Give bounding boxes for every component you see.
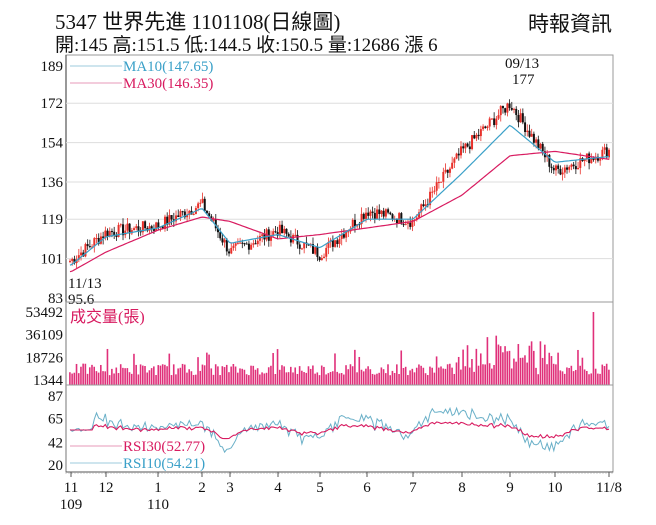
svg-text:65: 65 xyxy=(48,412,63,428)
svg-text:11: 11 xyxy=(64,480,78,496)
rsi10-line xyxy=(69,406,610,454)
source-label: 時報資訊 xyxy=(528,12,612,36)
svg-text:154: 154 xyxy=(41,136,64,152)
svg-text:110: 110 xyxy=(147,497,169,513)
svg-text:53492: 53492 xyxy=(26,305,64,321)
ma10-line xyxy=(69,124,610,266)
svg-text:12: 12 xyxy=(99,480,114,496)
svg-text:42: 42 xyxy=(48,435,63,451)
volume-panel: 53492 36109 18726 1344 成交量(張) xyxy=(26,301,614,389)
svg-text:18726: 18726 xyxy=(26,350,64,366)
volume-axis: 53492 36109 18726 1344 xyxy=(26,305,64,389)
high-value-annotation: 177 xyxy=(512,72,535,88)
rsi-panel: 87 65 42 20 RSI30(52.77) RSI10(54.21) xyxy=(48,384,614,474)
ma10-legend: MA10(147.65) xyxy=(123,59,213,75)
rsi30-line xyxy=(70,421,610,440)
svg-text:189: 189 xyxy=(41,59,64,75)
svg-text:4: 4 xyxy=(274,480,282,496)
svg-text:7: 7 xyxy=(409,480,417,496)
low-date-annotation: 11/13 xyxy=(68,276,102,292)
quote-summary: 開:145 高:151.5 低:144.5 收:150.5 量:12686 漲 … xyxy=(55,35,438,56)
svg-text:11/8: 11/8 xyxy=(596,480,622,496)
candlesticks xyxy=(69,99,610,269)
svg-text:172: 172 xyxy=(41,96,64,112)
volume-bars xyxy=(69,312,610,385)
price-axis: 189 172 154 136 119 101 83 xyxy=(41,59,64,307)
rsi10-legend: RSI10(54.21) xyxy=(123,456,205,472)
svg-text:119: 119 xyxy=(41,212,63,228)
svg-text:109: 109 xyxy=(60,497,83,513)
svg-text:5: 5 xyxy=(316,480,324,496)
svg-text:8: 8 xyxy=(458,480,466,496)
svg-text:83: 83 xyxy=(48,291,63,307)
svg-text:36109: 36109 xyxy=(26,328,64,344)
volume-title: 成交量(張) xyxy=(70,308,145,326)
svg-text:6: 6 xyxy=(363,480,371,496)
price-grid xyxy=(66,102,613,260)
svg-text:20: 20 xyxy=(48,458,63,474)
svg-text:3: 3 xyxy=(226,480,234,496)
svg-text:1: 1 xyxy=(154,480,162,496)
svg-text:87: 87 xyxy=(48,389,64,405)
svg-text:136: 136 xyxy=(41,175,64,191)
ma30-legend: MA30(146.35) xyxy=(123,76,213,92)
rsi-axis: 87 65 42 20 xyxy=(48,389,64,474)
svg-text:1344: 1344 xyxy=(33,373,64,389)
svg-text:101: 101 xyxy=(41,252,64,268)
rsi30-legend: RSI30(52.77) xyxy=(123,439,205,455)
low-value-annotation: 95.6 xyxy=(68,292,95,308)
chart-title: 5347 世界先進 1101108(日線圖) xyxy=(55,10,341,34)
svg-text:9: 9 xyxy=(506,480,514,496)
high-date-annotation: 09/13 xyxy=(505,56,539,72)
ma30-line xyxy=(69,150,610,273)
price-panel: 189 172 154 136 119 101 83 MA10(147.65) MA30(1… xyxy=(41,54,614,472)
svg-text:10: 10 xyxy=(548,480,563,496)
svg-text:2: 2 xyxy=(198,480,206,496)
